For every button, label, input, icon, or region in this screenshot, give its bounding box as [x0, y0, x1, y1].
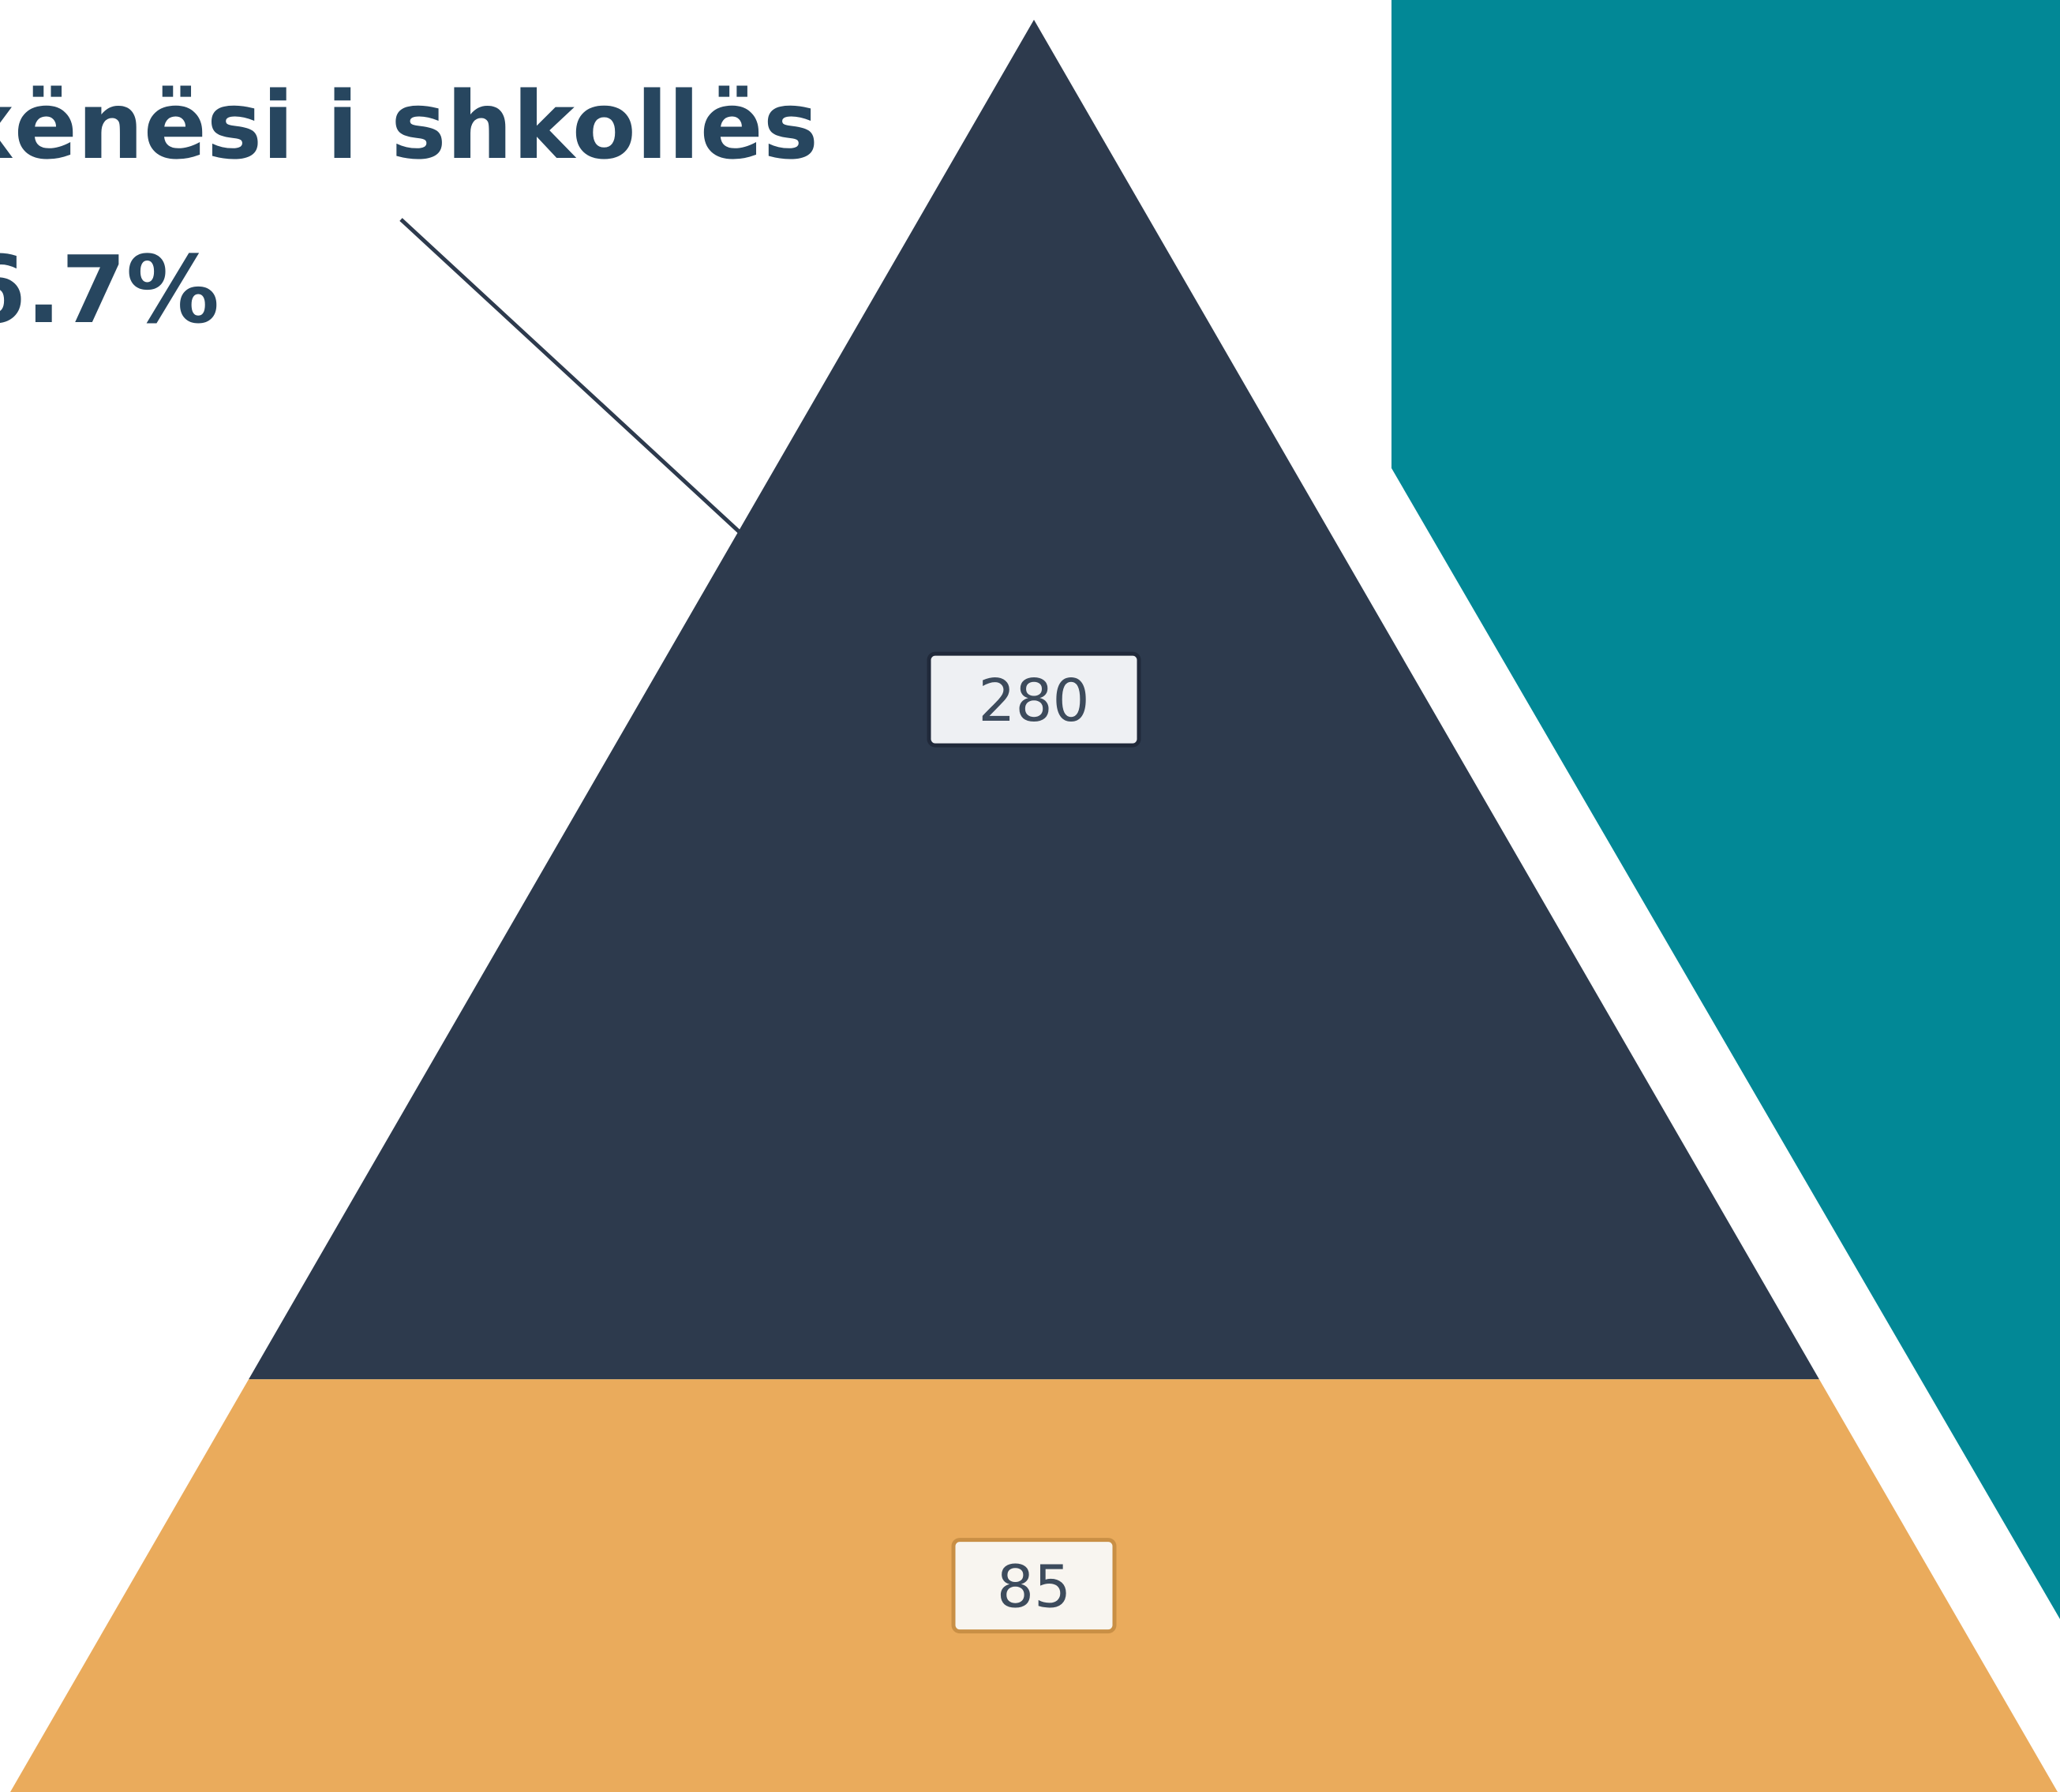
value-label-box	[951, 1538, 1117, 1634]
value-label: 280	[978, 667, 1089, 735]
leader-line	[399, 218, 741, 534]
annotation-percent: 6.7%	[0, 235, 219, 344]
value-label-box	[927, 651, 1141, 748]
annotation-text: lxënësi i shkollës	[0, 71, 818, 180]
value-label: 85	[997, 1554, 1071, 1621]
adjacent-shape	[1391, 0, 2060, 1619]
